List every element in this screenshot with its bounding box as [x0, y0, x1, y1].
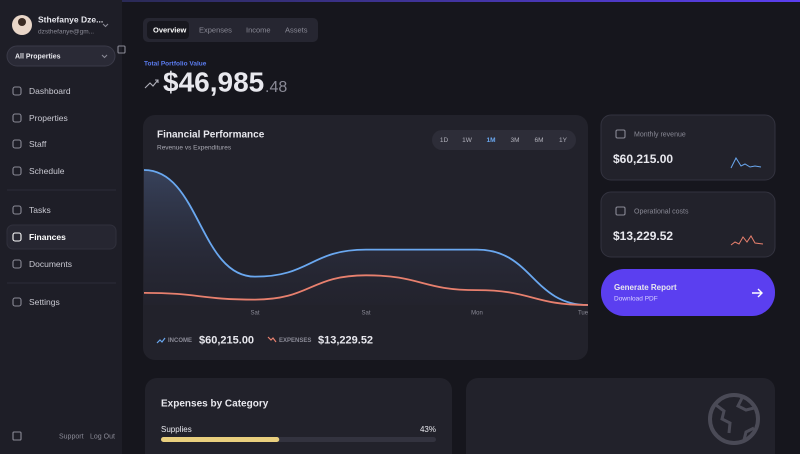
metric-value: $60,215.00	[613, 152, 673, 166]
nav-item[interactable]: Tasks	[29, 205, 51, 215]
logout-link[interactable]: Log Out	[90, 433, 115, 440]
collapse-sidebar[interactable]	[117, 45, 126, 54]
income-area	[144, 170, 588, 305]
tab[interactable]: Assets	[285, 25, 308, 34]
select-chevron	[101, 54, 108, 59]
expenses-card	[145, 378, 452, 454]
category-name: Supplies	[161, 425, 192, 434]
nav-icon	[12, 86, 22, 96]
nav-item[interactable]: Staff	[29, 139, 47, 149]
category-percent: 43%	[420, 425, 436, 434]
tab[interactable]: Income	[246, 25, 271, 34]
metric-label: Monthly revenue	[634, 131, 686, 138]
legend-total: $13,229.52	[318, 334, 373, 346]
range-button[interactable]: 1Y	[559, 137, 568, 144]
nav-item[interactable]: Settings	[29, 297, 60, 307]
series-line	[143, 169, 589, 306]
expenses-title: Expenses by Category	[161, 399, 269, 410]
nav-icon	[12, 113, 22, 123]
portfolio-label: Total Portfolio Value	[144, 61, 207, 68]
metric-icon	[615, 129, 626, 139]
range-button[interactable]: 6M	[534, 137, 543, 144]
legend-label: INCOME	[168, 338, 192, 344]
report-title: Generate Report	[614, 283, 677, 292]
arrow-icon	[752, 288, 763, 298]
metric-card	[600, 114, 776, 181]
range-selector	[432, 130, 576, 150]
revenue-sparkline	[730, 156, 762, 169]
nav-item[interactable]: Finances	[29, 232, 66, 242]
user-email: dzsthefanye@gm...	[38, 29, 94, 36]
chart-subtitle: Revenue vs Expenditures	[157, 145, 232, 152]
portfolio-cents: .48	[265, 79, 287, 96]
nav-item[interactable]: Dashboard	[29, 86, 71, 96]
metric-card	[600, 191, 776, 258]
series-line	[143, 274, 589, 306]
nav-icon	[12, 259, 22, 269]
support-link[interactable]: Support	[59, 433, 84, 440]
nav-item[interactable]: Documents	[29, 259, 72, 269]
tab[interactable]: Expenses	[199, 25, 232, 34]
nav-icon	[12, 166, 22, 176]
nav-icon	[12, 205, 22, 215]
map-card	[466, 378, 775, 454]
metric-label: Operational costs	[634, 208, 689, 215]
range-button[interactable]: 1D	[440, 137, 449, 144]
x-tick-label: Tue	[578, 311, 589, 317]
category-bar	[161, 437, 280, 442]
nav-icon	[12, 232, 22, 242]
chart-title: Financial Performance	[157, 130, 265, 141]
legend-icon	[156, 337, 166, 344]
property-select[interactable]	[6, 45, 116, 67]
metric-icon	[615, 206, 626, 216]
nav-icon	[12, 139, 22, 149]
x-tick-label: Sat	[361, 311, 370, 317]
trend-icon	[144, 79, 159, 89]
nav-item[interactable]: Properties	[29, 113, 68, 123]
tab[interactable]: Overview	[153, 25, 187, 34]
range-button[interactable]: 1W	[462, 137, 473, 144]
range-button[interactable]: 3M	[510, 137, 519, 144]
property-select-label: All Properties	[15, 53, 61, 60]
report-subtitle: Download PDF	[614, 296, 658, 303]
user-name: Sthefanye Dze...	[38, 14, 103, 24]
costs-sparkline	[730, 235, 764, 246]
globe-icon	[708, 393, 760, 445]
avatar-hair	[18, 18, 26, 26]
performance-card	[143, 115, 588, 360]
sidebar-toggle[interactable]	[12, 431, 22, 441]
nav-icon	[12, 297, 22, 307]
legend-total: $60,215.00	[199, 334, 254, 346]
generate-report-button[interactable]	[601, 269, 775, 316]
legend-icon	[267, 336, 277, 343]
nav-active	[6, 224, 117, 250]
metric-value: $13,229.52	[613, 229, 673, 243]
x-tick-label: Sat	[250, 311, 259, 317]
top-bar	[122, 0, 800, 2]
tab-active	[147, 21, 189, 39]
nav-item[interactable]: Schedule	[29, 166, 65, 176]
range-button[interactable]: 1M	[486, 137, 495, 144]
legend-label: EXPENSES	[279, 338, 311, 344]
user-menu[interactable]	[102, 23, 109, 28]
x-tick-label: Mon	[471, 311, 483, 317]
portfolio-value: $46,985	[163, 66, 264, 97]
